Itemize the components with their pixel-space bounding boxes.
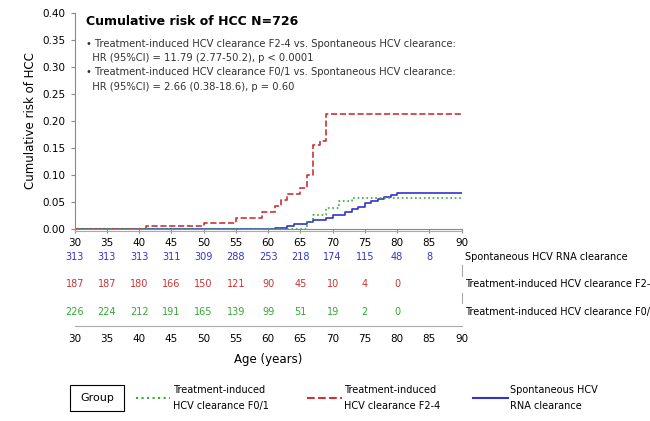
Text: 8: 8 [426, 252, 432, 262]
Text: 311: 311 [162, 252, 181, 262]
Text: 150: 150 [194, 279, 213, 289]
Text: 48: 48 [391, 252, 403, 262]
Text: Treatment-induced HCV clearance F0/1: Treatment-induced HCV clearance F0/1 [465, 307, 650, 317]
Text: 313: 313 [66, 252, 84, 262]
Text: 224: 224 [98, 307, 116, 317]
Text: 121: 121 [227, 279, 245, 289]
Text: 313: 313 [130, 252, 148, 262]
Text: 60: 60 [261, 334, 275, 344]
Text: HCV clearance F2-4: HCV clearance F2-4 [344, 401, 441, 411]
Text: 313: 313 [98, 252, 116, 262]
Text: 35: 35 [100, 334, 114, 344]
Text: 187: 187 [98, 279, 116, 289]
Text: 40: 40 [133, 334, 146, 344]
Text: 55: 55 [229, 334, 242, 344]
Text: 309: 309 [194, 252, 213, 262]
Text: Spontaneous HCV RNA clearance: Spontaneous HCV RNA clearance [465, 252, 627, 262]
Text: Age (years): Age (years) [234, 354, 302, 366]
Text: 288: 288 [227, 252, 245, 262]
Text: 174: 174 [323, 252, 342, 262]
Text: Treatment-induced: Treatment-induced [173, 384, 265, 394]
Text: 226: 226 [66, 307, 84, 317]
Text: 80: 80 [391, 334, 404, 344]
Text: 19: 19 [326, 307, 339, 317]
Text: 0: 0 [394, 279, 400, 289]
Text: 2: 2 [361, 307, 368, 317]
Text: 165: 165 [194, 307, 213, 317]
Bar [70, 385, 124, 411]
Text: 253: 253 [259, 252, 278, 262]
Text: 70: 70 [326, 334, 339, 344]
Text: 166: 166 [162, 279, 181, 289]
Text: 4: 4 [362, 279, 368, 289]
Text: Treatment-induced HCV clearance F2-4: Treatment-induced HCV clearance F2-4 [465, 279, 650, 289]
Text: • Treatment-induced HCV clearance F2-4 vs. Spontaneous HCV clearance:
  HR (95%C: • Treatment-induced HCV clearance F2-4 v… [86, 39, 456, 92]
Text: 85: 85 [422, 334, 436, 344]
Text: Group: Group [80, 393, 114, 403]
Text: 90: 90 [262, 279, 274, 289]
Text: 99: 99 [262, 307, 274, 317]
Text: 180: 180 [130, 279, 148, 289]
Text: Treatment-induced: Treatment-induced [344, 384, 437, 394]
Text: 187: 187 [66, 279, 84, 289]
Text: 90: 90 [455, 334, 468, 344]
Text: 75: 75 [358, 334, 371, 344]
Text: 191: 191 [162, 307, 181, 317]
Text: 212: 212 [130, 307, 148, 317]
Text: 0: 0 [394, 307, 400, 317]
Text: 51: 51 [294, 307, 307, 317]
Text: 45: 45 [294, 279, 307, 289]
Text: Cumulative risk of HCC N=726: Cumulative risk of HCC N=726 [86, 15, 298, 28]
Text: 65: 65 [294, 334, 307, 344]
Text: 10: 10 [326, 279, 339, 289]
Text: 218: 218 [291, 252, 309, 262]
Text: RNA clearance: RNA clearance [510, 401, 582, 411]
Text: 139: 139 [227, 307, 245, 317]
Text: 30: 30 [68, 334, 81, 344]
Text: 50: 50 [197, 334, 210, 344]
Y-axis label: Cumulative risk of HCC: Cumulative risk of HCC [24, 53, 37, 189]
Text: HCV clearance F0/1: HCV clearance F0/1 [173, 401, 269, 411]
Text: Spontaneous HCV: Spontaneous HCV [510, 384, 598, 394]
Text: 45: 45 [165, 334, 178, 344]
Text: 115: 115 [356, 252, 374, 262]
